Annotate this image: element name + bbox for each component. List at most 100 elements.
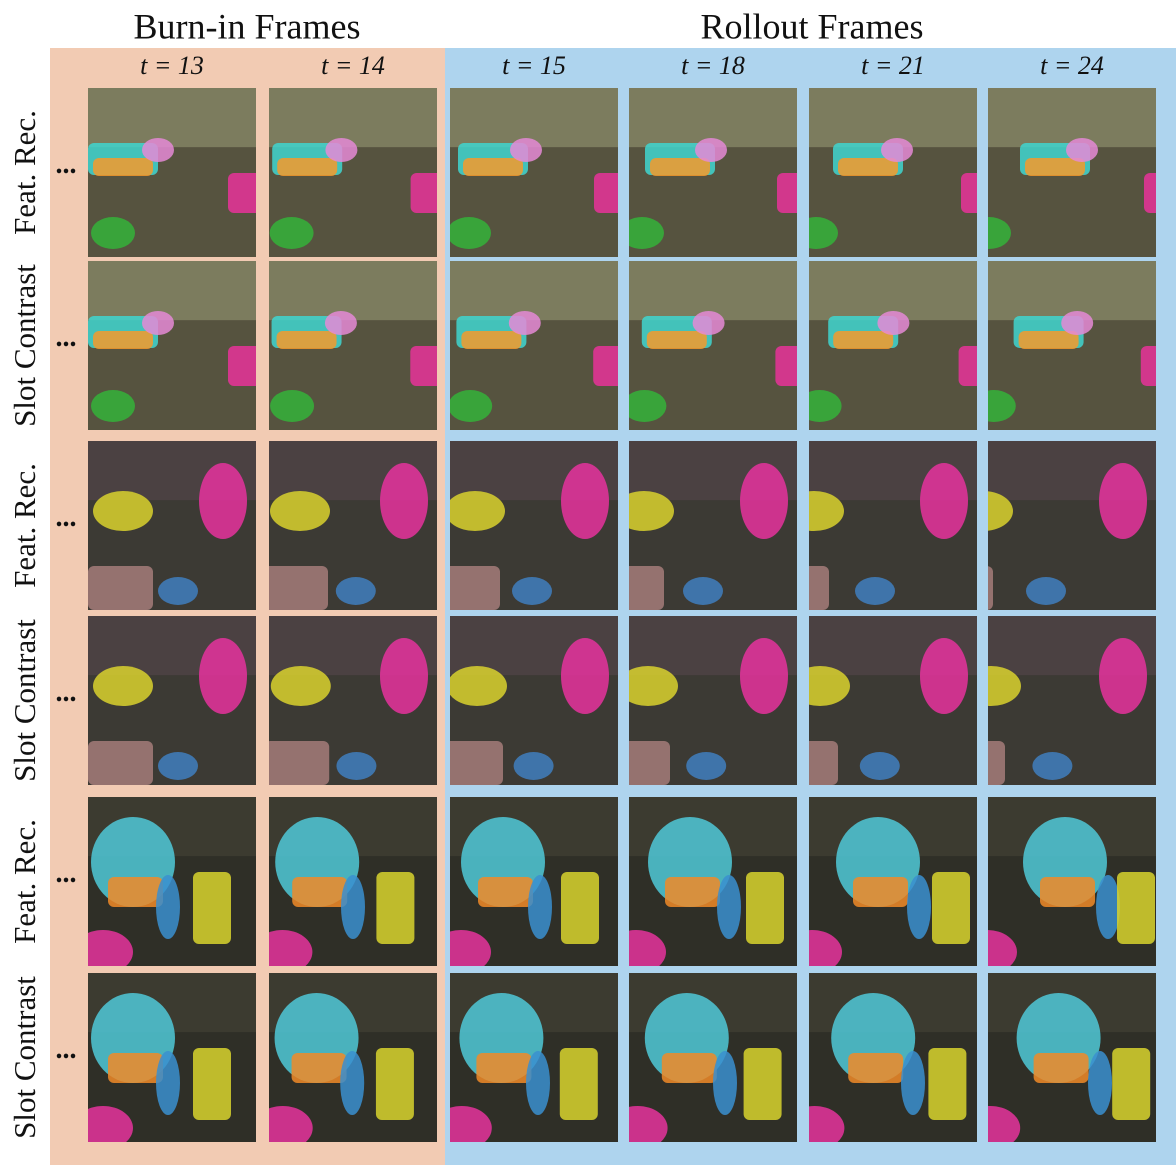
object-mask	[380, 463, 428, 539]
object-mask	[744, 1048, 782, 1120]
frame-content	[263, 441, 437, 610]
object-mask	[1040, 877, 1095, 907]
object-mask	[932, 872, 970, 944]
frame-content	[622, 261, 815, 430]
frame-content	[88, 88, 268, 257]
frame	[88, 88, 268, 257]
frame	[972, 261, 1176, 430]
frame	[252, 797, 437, 974]
object-mask	[447, 217, 491, 249]
frame-top	[809, 88, 977, 147]
object-mask	[91, 217, 135, 249]
object-mask	[1099, 638, 1147, 714]
frame	[622, 261, 815, 430]
object-mask	[193, 872, 231, 944]
object-mask	[695, 138, 727, 162]
frame	[960, 973, 1156, 1150]
frame	[253, 973, 437, 1150]
frame-top	[450, 261, 618, 320]
object-mask	[199, 638, 247, 714]
object-mask	[907, 875, 931, 939]
frame	[269, 88, 451, 257]
ellipsis: ...	[56, 322, 77, 353]
frame-content	[972, 261, 1176, 430]
frame	[782, 797, 977, 974]
object-mask	[686, 752, 726, 780]
frame-content	[960, 973, 1156, 1150]
time-label: t = 13	[140, 51, 204, 80]
row-label: Slot Contrast	[7, 619, 42, 782]
frame	[264, 616, 437, 785]
object-mask	[838, 158, 898, 176]
object-mask	[1096, 875, 1120, 939]
frame	[269, 261, 450, 430]
frame-top	[629, 261, 797, 320]
object-mask	[461, 331, 521, 349]
object-mask	[1117, 872, 1155, 944]
time-label: t = 15	[502, 51, 566, 80]
object-mask	[447, 666, 507, 706]
row-label: Slot Contrast	[7, 264, 42, 427]
object-mask	[448, 390, 492, 422]
object-mask	[740, 463, 788, 539]
frame	[606, 797, 797, 974]
object-mask	[292, 1053, 347, 1083]
object-mask	[1019, 331, 1079, 349]
object-mask	[270, 390, 314, 422]
frame	[88, 616, 256, 785]
object-mask	[1112, 1048, 1150, 1120]
object-mask	[340, 1051, 364, 1115]
object-mask	[476, 1053, 531, 1083]
frame-content	[782, 797, 977, 974]
object-mask	[920, 463, 968, 539]
row-label: Slot Contrast	[7, 976, 42, 1139]
burn-in-title: Burn-in Frames	[134, 6, 361, 46]
object-mask	[108, 877, 163, 907]
frame	[432, 973, 618, 1150]
object-mask	[93, 158, 153, 176]
object-mask	[263, 566, 328, 610]
frame-top	[269, 261, 437, 320]
object-mask	[693, 311, 725, 335]
object-mask	[526, 1051, 550, 1115]
object-mask	[833, 331, 893, 349]
object-mask	[1026, 577, 1066, 605]
object-mask	[270, 491, 330, 531]
frame-top	[450, 88, 618, 147]
frame-content	[967, 88, 1176, 257]
object-mask	[463, 158, 523, 176]
frame-content	[88, 616, 256, 785]
frame-content	[88, 261, 268, 430]
object-mask	[158, 752, 198, 780]
object-mask	[1034, 1053, 1089, 1083]
object-mask	[853, 877, 908, 907]
frame	[798, 261, 999, 430]
object-mask	[292, 877, 347, 907]
frame-content	[605, 616, 797, 785]
object-mask	[877, 311, 909, 335]
object-mask	[1066, 138, 1098, 162]
object-mask	[561, 872, 599, 944]
object-mask	[270, 217, 314, 249]
object-mask	[325, 138, 357, 162]
object-mask	[91, 390, 135, 422]
frame	[431, 797, 618, 974]
object-mask	[665, 877, 720, 907]
frame	[620, 88, 817, 257]
object-mask	[93, 331, 153, 349]
object-mask	[717, 875, 741, 939]
frame	[88, 261, 268, 430]
object-mask	[277, 331, 337, 349]
frame-content	[252, 797, 437, 974]
object-mask	[528, 875, 552, 939]
frame	[263, 441, 437, 610]
object-mask	[325, 311, 357, 335]
object-mask	[478, 877, 533, 907]
object-mask	[193, 1048, 231, 1120]
frame-content	[73, 973, 256, 1150]
frame	[88, 441, 256, 610]
object-mask	[93, 666, 153, 706]
frame	[967, 88, 1176, 257]
object-mask	[199, 463, 247, 539]
object-mask	[740, 638, 788, 714]
